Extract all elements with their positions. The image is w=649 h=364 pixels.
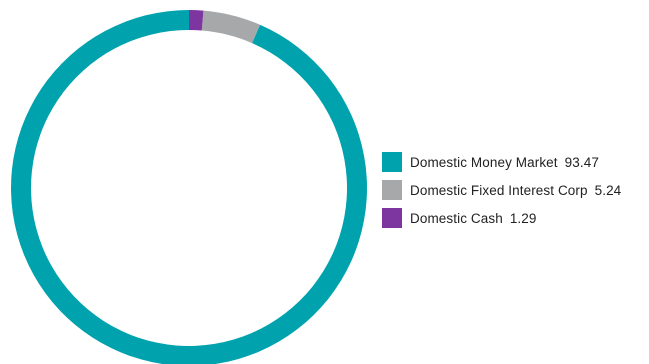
legend-swatch-domestic-fixed-interest-corp [382,180,402,200]
legend-swatch-domestic-cash [382,208,402,228]
legend-label-text: Domestic Money Market 93.47 [410,155,599,170]
donut-chart [11,10,367,364]
legend-label-text: Domestic Fixed Interest Corp 5.24 [410,183,621,198]
legend-value: 1.29 [509,210,537,226]
legend-value: 93.47 [564,154,599,170]
legend-label: Domestic Cash [410,210,503,226]
legend-item-domestic-cash: Domestic Cash 1.29 [382,207,621,229]
donut-slice-domestic-fixed-interest-corp [201,10,261,44]
donut-slice-domestic-cash [189,10,204,31]
chart-legend: Domestic Money Market 93.47 Domestic Fixe… [382,151,621,235]
legend-label: Domestic Fixed Interest Corp [410,182,588,198]
legend-value: 5.24 [594,182,622,198]
legend-label: Domestic Money Market [410,154,558,170]
legend-label-text: Domestic Cash 1.29 [410,211,537,226]
legend-swatch-domestic-money-market [382,152,402,172]
legend-item-domestic-fixed-interest-corp: Domestic Fixed Interest Corp 5.24 [382,179,621,201]
donut-slice-domestic-money-market [11,10,367,364]
legend-item-domestic-money-market: Domestic Money Market 93.47 [382,151,621,173]
